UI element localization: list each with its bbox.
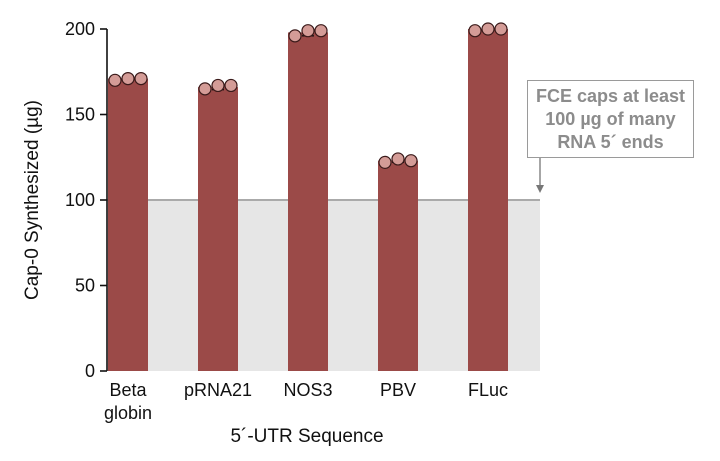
replicate-point bbox=[134, 71, 148, 86]
x-tick-label: FLuc bbox=[468, 380, 508, 400]
x-tick-labels-group: Beta globin pRNA21 NOS3 PBV FLuc bbox=[104, 380, 508, 423]
replicate-point bbox=[494, 22, 508, 36]
replicate-point bbox=[108, 73, 122, 87]
annotation-line-3: RNA 5´ ends bbox=[557, 131, 664, 152]
bar bbox=[378, 160, 418, 371]
replicate-point bbox=[391, 152, 405, 166]
x-tick-label: Beta bbox=[109, 380, 147, 400]
replicate-point bbox=[198, 82, 212, 96]
x-axis-title: 5´-UTR Sequence bbox=[230, 426, 383, 447]
y-tick-label: 100 bbox=[65, 190, 95, 210]
y-axis-title: Cap-0 Synthesized (µg) bbox=[22, 100, 43, 300]
y-tick-label: 0 bbox=[85, 361, 95, 381]
replicate-point bbox=[301, 24, 315, 38]
y-ticks-group: 0 50 100 150 200 bbox=[65, 19, 107, 381]
replicate-point bbox=[468, 24, 482, 38]
bar bbox=[198, 87, 238, 371]
replicate-point bbox=[288, 29, 302, 43]
bar bbox=[108, 78, 148, 371]
replicate-point bbox=[404, 154, 418, 168]
x-tick-label: PBV bbox=[380, 380, 416, 400]
replicate-point bbox=[378, 155, 392, 169]
x-tick-label: NOS3 bbox=[283, 380, 332, 400]
annotation-box: FCE caps at least 100 µg of many RNA 5´ … bbox=[527, 80, 694, 158]
annotation-line-1: FCE caps at least bbox=[535, 85, 686, 106]
replicate-point bbox=[481, 22, 495, 36]
y-tick-label: 200 bbox=[65, 19, 95, 39]
x-tick-label: pRNA21 bbox=[184, 380, 252, 400]
replicate-point bbox=[224, 78, 238, 93]
y-tick-label: 50 bbox=[75, 276, 95, 296]
annotation-line-2: 100 µg of many bbox=[545, 108, 676, 129]
replicate-point bbox=[121, 71, 135, 86]
replicate-point bbox=[314, 24, 328, 38]
y-tick-label: 150 bbox=[65, 105, 95, 125]
bar bbox=[468, 29, 508, 371]
annotation-arrow-head bbox=[536, 185, 544, 193]
replicate-points-group bbox=[108, 22, 508, 169]
replicate-point bbox=[211, 78, 225, 93]
bars-group bbox=[108, 29, 508, 372]
x-tick-label: globin bbox=[104, 403, 152, 423]
bar bbox=[288, 32, 328, 372]
